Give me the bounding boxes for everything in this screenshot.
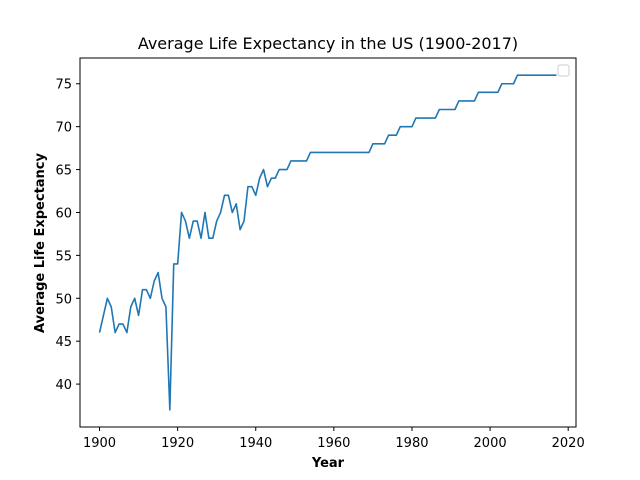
legend-box — [557, 64, 570, 77]
x-tick-label: 1900 — [83, 436, 116, 451]
x-tick-label: 2000 — [474, 436, 507, 451]
y-tick-label: 40 — [55, 378, 72, 393]
axis-ticks: 1900 1920 1940 1960 1980 2000 2020 40 45 50 55 60 65… — [55, 78, 584, 451]
x-tick-label: 2020 — [552, 436, 585, 451]
x-tick-label: 1920 — [161, 436, 194, 451]
x-tick-label: 1980 — [395, 436, 428, 451]
series-line — [98, 74, 557, 411]
y-tick-label: 55 — [55, 249, 72, 264]
y-tick-label: 70 — [55, 121, 72, 136]
y-tick-label: 60 — [55, 206, 72, 221]
x-tick-label: 1960 — [317, 436, 350, 451]
y-axis-label: Average Life Expectancy — [33, 152, 48, 333]
plot-frame — [79, 57, 577, 428]
x-tick-label: 1940 — [239, 436, 272, 451]
chart-title: Average Life Expectancy in the US (1900-… — [138, 34, 518, 53]
y-tick-label: 45 — [55, 335, 72, 350]
y-tick-label: 75 — [55, 78, 72, 93]
y-tick-label: 65 — [55, 164, 72, 179]
x-axis-label: Year — [311, 456, 345, 471]
y-tick-label: 50 — [55, 292, 72, 307]
